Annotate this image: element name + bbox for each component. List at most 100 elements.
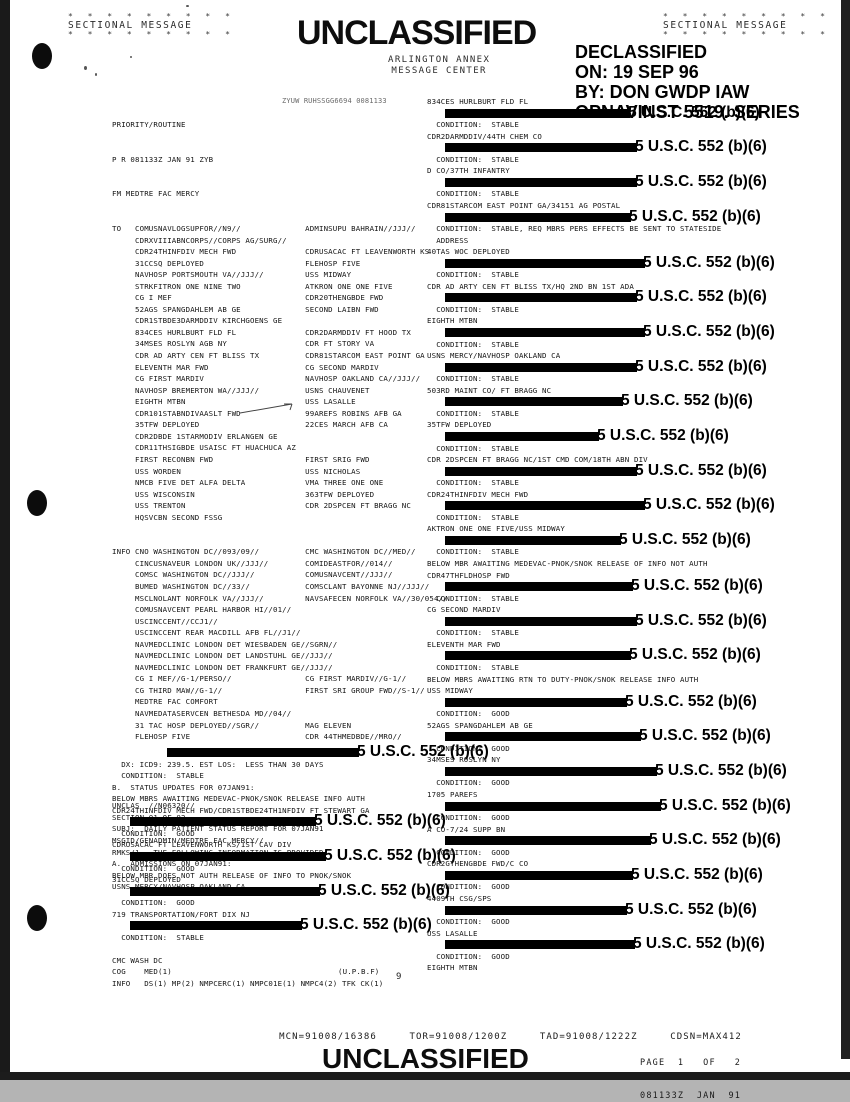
stamp-dots-top: * * * * * * * * *	[663, 12, 830, 21]
condition-line: CONDITION: STABLE	[427, 270, 519, 280]
scan-edge-bottom	[0, 1072, 850, 1080]
foia-exemption-citation: 5 U.S.C. 552 (b)(6)	[635, 138, 767, 156]
redaction-bar	[130, 921, 302, 931]
foia-exemption-citation: 5 U.S.C. 552 (b)(6)	[631, 865, 763, 883]
unit-identifier: A CO-7/24 SUPP BN	[427, 824, 506, 834]
to-address-line: USS WORDEN USS NICHOLAS	[112, 466, 361, 476]
unit-identifier: 31CCSQ DEPLOYED	[112, 875, 181, 885]
redaction-bar	[445, 328, 645, 337]
foia-exemption-citation: 5 U.S.C. 552 (b)(6)	[314, 812, 446, 830]
info-address-line: CINCUSNAVEUR LONDON UK//JJJ// COMIDEASTF…	[112, 558, 393, 568]
scan-speck	[130, 56, 132, 58]
redaction-bar	[445, 501, 645, 511]
foia-exemption-citation: 5 U.S.C. 552 (b)(6)	[643, 323, 775, 340]
unit-identifier: CDR47THFLDHOSP FWD	[427, 570, 510, 580]
condition-line: CONDITION: STABLE	[112, 932, 204, 942]
foia-exemption-citation: 5 U.S.C. 552 (b)(6)	[357, 743, 489, 760]
to-address-line: CDR101STABNDIVAASLT FWD 99AREFS ROBINS A…	[112, 408, 402, 418]
redaction-bar	[445, 108, 630, 118]
signature-line: COG MED(1)	[112, 967, 172, 977]
info-address-line: NAVMEDCLINIC LONDON DET WIESBADEN GE//SG…	[112, 639, 338, 649]
stamp-right-label: SECTIONAL MESSAGE	[663, 20, 788, 31]
to-address-line: STRKFITRON ONE NINE TWO ATKRON ONE ONE F…	[112, 281, 393, 291]
unit-identifier: AKTRON ONE ONE FIVE/USS MIDWAY	[427, 524, 565, 534]
scan-speck	[186, 5, 189, 7]
redaction-bar	[445, 582, 633, 592]
preamble-line: BELOW MBR DOES NOT AUTH RELEASE OF INFO …	[112, 870, 352, 880]
foia-exemption-citation: 5 U.S.C. 552 (b)(6)	[633, 935, 765, 953]
unit-identifier: 503RD MAINT CO/ FT BRAGG NC	[427, 385, 552, 395]
info-address-line: USCINCCENT REAR MACDILL AFB FL//J1//	[112, 628, 301, 638]
redaction-bar	[445, 940, 635, 950]
signature-line: CMC WASH DC	[112, 955, 163, 965]
unit-identifier: CDR2DARMDDIV/44TH CHEM CO	[427, 131, 542, 141]
redaction-bar	[445, 870, 633, 880]
stamp-dots-bottom: * * * * * * * * *	[663, 30, 830, 39]
to-address-line: NMCB FIVE DET ALFA DELTA VMA THREE ONE O…	[112, 478, 384, 488]
redaction-bar	[445, 697, 627, 707]
unit-identifier: CDRUSACAC FT LEAVENWORTH KS/1ST CAV DIV	[112, 840, 292, 850]
condition-line: CONDITION: STABLE	[427, 593, 519, 603]
condition-line: CONDITION: GOOD	[427, 743, 510, 753]
condition-line: CONDITION: STABLE	[427, 339, 519, 349]
foia-exemption-citation: 5 U.S.C. 552 (b)(6)	[643, 496, 775, 514]
redaction-bar	[445, 466, 637, 476]
section-b-line: B. STATUS UPDATES FOR 07JAN91:	[112, 782, 255, 792]
preamble-line: UNCLAS //N06320//	[112, 801, 195, 811]
scan-edge-left	[0, 0, 10, 1102]
declassified-instruction: OPNAVINST 5519. SERIES	[575, 102, 800, 122]
foia-exemption-citation: 5 U.S.C. 552 (b)(6)	[649, 831, 781, 849]
redaction-bar	[445, 905, 627, 915]
unit-identifier: 1705 PAREFS	[427, 790, 478, 799]
to-address-line: USS WISCONSIN 363TFW DEPLOYED	[112, 489, 375, 499]
scan-edge-right	[841, 0, 850, 1059]
info-address-line: MSCLNOLANT NORFOLK VA//JJJ// NAVSAFECEN …	[112, 593, 448, 603]
foia-exemption-citation: 5 U.S.C. 552 (b)(6)	[655, 761, 787, 779]
unit-identifier: 834CES HURLBURT FLD FL	[427, 97, 529, 106]
condition-line: CONDITION: STABLE	[427, 443, 519, 453]
foia-exemption-citation: 5 U.S.C. 552 (b)(6)	[659, 796, 791, 814]
foia-exemption-citation: 5 U.S.C. 552 (b)(6)	[639, 727, 771, 745]
redaction-bar	[445, 535, 621, 545]
foia-exemption-citation: 5 U.S.C. 552 (b)(6)	[300, 916, 432, 934]
release-note: BELOW MBR AWAITING MEDEVAC-PNOK/SNOK REL…	[427, 559, 708, 568]
declassified-label: DECLASSIFIED	[575, 42, 708, 62]
sectional-message-stamp-right: * * * * * * * * * SECTIONAL MESSAGE * * …	[663, 12, 830, 39]
to-address-line: CDR1STBDE3DARMDDIV KIRCHGOENS GE	[112, 316, 283, 326]
stamp-dots-top: * * * * * * * * *	[68, 12, 235, 21]
signature-line: INFO DS(1) MP(2) NMPCERC(1) NMPC01E(1) N…	[112, 979, 384, 988]
unit-identifier: 4409TH CSG/SPS	[427, 893, 492, 903]
foia-exemption-citation: 5 U.S.C. 552 (b)(6)	[324, 846, 456, 864]
hole-punch	[27, 905, 47, 931]
to-address-line: HQSVCBN SECOND FSSG	[112, 512, 223, 522]
condition-line: CONDITION: GOOD	[112, 828, 195, 838]
foia-exemption-citation: 5 U.S.C. 552 (b)(6)	[635, 357, 767, 375]
redaction-bar	[445, 397, 623, 407]
foia-exemption-citation: 5 U.S.C. 552 (b)(6)	[625, 692, 757, 710]
condition-line: CONDITION: GOOD	[112, 863, 195, 873]
foia-exemption-citation: 5 U.S.C. 552 (b)(6)	[635, 611, 767, 629]
handwritten-arrow-mark	[239, 403, 293, 414]
foia-exemption-citation: 5 U.S.C. 552 (b)(6)	[631, 577, 763, 595]
foia-exemption-citation: 5 U.S.C. 552 (b)(6)	[635, 288, 767, 306]
foia-exemption-citation: 5 U.S.C. 552 (b)(6)	[619, 530, 751, 548]
release-note: BELOW MBRS AWAITING RTN TO DUTY-PNOK/SNO…	[427, 674, 699, 684]
unit-identifier: 719 TRANSPORTATION/FORT DIX NJ	[112, 909, 250, 919]
hole-punch	[27, 490, 47, 516]
redaction-bar	[445, 732, 641, 742]
unit-identifier: 52AGS SPANGDAHLEM AB GE	[427, 720, 533, 730]
unit-identifier: USNS MERCY/NAVHOSP OAKLAND CA	[427, 351, 561, 361]
unit-identifier: CDR 2DSPCEN FT BRAGG NC/1ST CMD COM/18TH…	[427, 455, 648, 465]
condition-line: CONDITION: GOOD	[427, 847, 510, 857]
info-address-line: 31 TAC HOSP DEPLOYED//SGR// MAG ELEVEN	[112, 720, 352, 730]
to-address-line: TO COMUSNAVLOGSUPFOR//N9// ADMINSUPU BAH…	[112, 224, 416, 234]
info-address-line: CG I MEF//G-1/PERSO// CG FIRST MARDIV//G…	[112, 674, 407, 684]
foia-exemption-citation: 5 U.S.C. 552 (b)(6)	[643, 253, 775, 271]
redaction-bar	[130, 886, 320, 896]
foia-exemption-citation: 5 U.S.C. 552 (b)(6)	[629, 207, 761, 225]
preamble-line: SUBJ: DAILY PATIENT STATUS REPORT FOR 07…	[112, 824, 324, 834]
condition-line: CONDITION: GOOD	[427, 778, 510, 788]
foia-exemption-citation: 5 U.S.C. 552 (b)(6)	[629, 646, 761, 664]
info-address-block: INFO CNO WASHINGTON DC//093/09// CMC WAS…	[112, 546, 448, 742]
